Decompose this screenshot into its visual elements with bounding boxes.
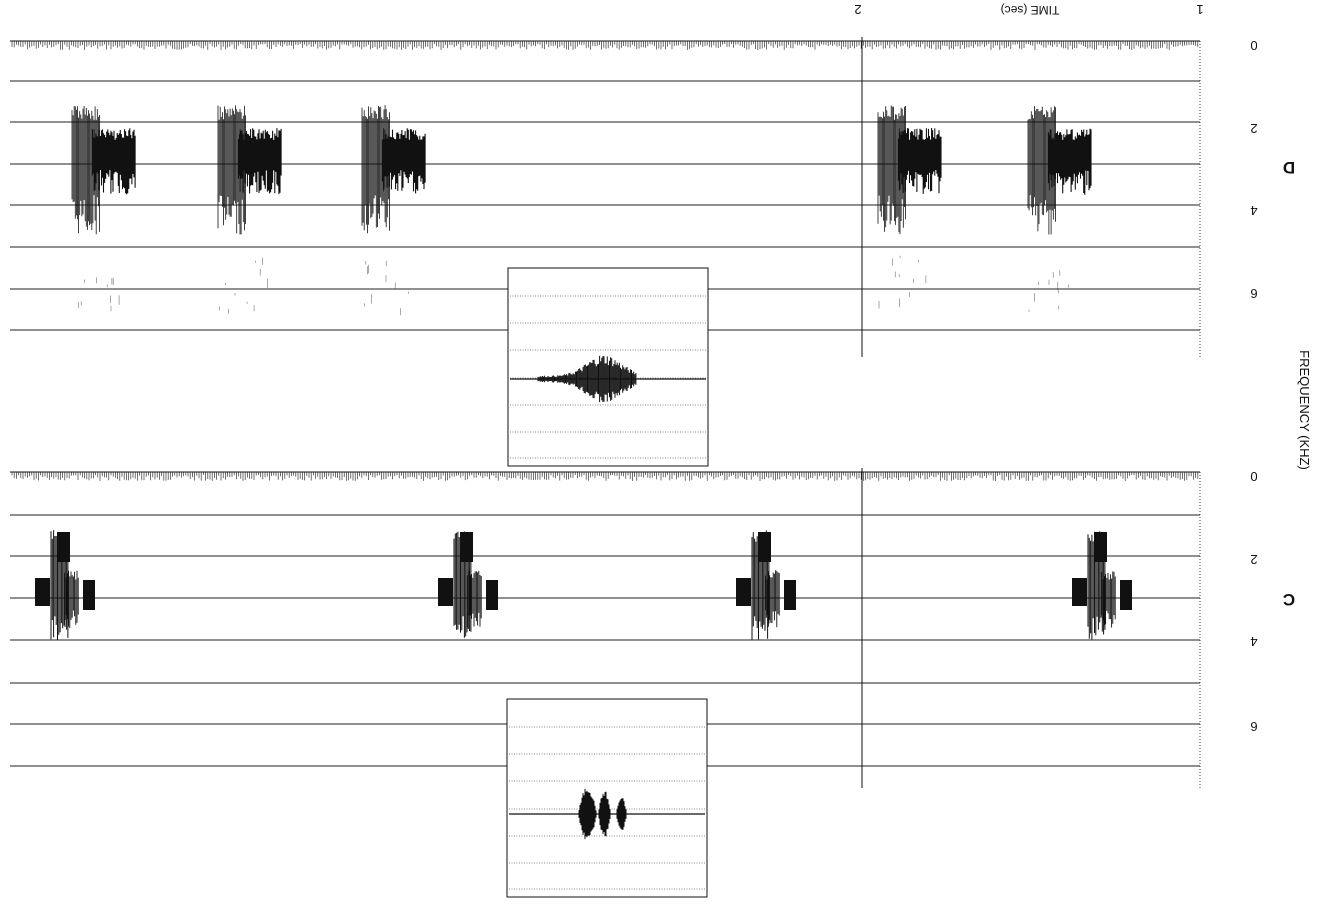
- note-block-tail: [784, 580, 796, 610]
- panel-c-freq-tick-4: 4: [1250, 634, 1257, 649]
- time-tick-2: 2: [854, 2, 861, 17]
- note-harmonic-specks: [878, 255, 927, 309]
- panel-d-freq-tick-4: 4: [1250, 203, 1257, 218]
- panel-d-waveform-inset: [507, 267, 709, 467]
- panel-c-freq-tick-6: 6: [1250, 719, 1257, 734]
- top-tick-border: [11, 41, 1199, 50]
- top-tick-border: [11, 472, 1199, 481]
- note-harmonic-specks: [78, 277, 120, 312]
- note-block-tail: [1120, 580, 1132, 610]
- spectrogram-panel-c: 0 2 4 6 C: [10, 468, 1295, 898]
- note-harmonic-specks: [1028, 270, 1069, 312]
- frequency-axis-title: FREQUENCY (KHZ): [1297, 350, 1312, 470]
- note-body: [381, 128, 426, 194]
- note-block-tail: [83, 580, 95, 610]
- note-block-tail: [486, 580, 498, 610]
- time-tick-1: 1: [1196, 2, 1203, 17]
- panel-c-notes: [35, 530, 1132, 640]
- panel-c-freq-tick-2: 2: [1250, 552, 1257, 567]
- spectrogram-panel-d: 0 2 4 6 D: [10, 37, 1295, 467]
- note-mid-striations: [765, 570, 780, 628]
- note-block-high: [57, 532, 70, 562]
- waveform-trace: [537, 355, 637, 403]
- panel-d-grid: [10, 37, 1201, 357]
- note-block-high: [460, 532, 473, 562]
- note-block-low: [438, 578, 453, 606]
- note-block-high: [758, 532, 771, 562]
- note-body: [91, 128, 136, 195]
- panel-c-label: C: [1283, 590, 1295, 609]
- note-harmonic-specks: [219, 257, 268, 314]
- note-body: [897, 128, 942, 194]
- inset-frame: [506, 698, 708, 898]
- panel-d-freq-tick-0: 0: [1250, 38, 1257, 53]
- panel-c-freq-tick-0: 0: [1250, 469, 1257, 484]
- panel-d-label: D: [1283, 158, 1295, 177]
- note-mid-striations: [1101, 571, 1116, 628]
- note-mid-striations: [467, 570, 482, 628]
- note-harmonic-specks: [364, 260, 409, 316]
- note-body: [1047, 128, 1092, 195]
- note-block-low: [1072, 578, 1087, 606]
- note-block-low: [35, 578, 50, 606]
- note-body: [237, 128, 282, 195]
- panel-d-freq-tick-6: 6: [1250, 286, 1257, 301]
- waveform-trace: [578, 788, 627, 840]
- panel-c-waveform-inset: [506, 698, 708, 898]
- note-block-low: [736, 578, 751, 606]
- note-mid-striations: [64, 570, 79, 628]
- panel-d-freq-tick-2: 2: [1250, 121, 1257, 136]
- time-axis-title: TIME (sec): [1001, 3, 1060, 17]
- note-block-high: [1094, 532, 1107, 562]
- panel-d-notes: [71, 105, 1092, 316]
